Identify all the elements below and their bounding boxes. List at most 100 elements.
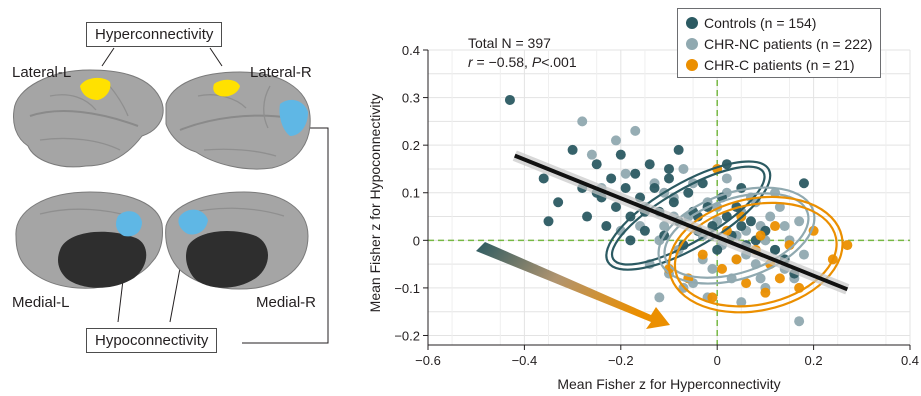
y-tick-label-3: 0.1 — [402, 186, 420, 201]
label-lateral-r: Lateral-R — [250, 64, 312, 81]
point-series-2-8 — [741, 278, 752, 289]
point-series-0-6 — [582, 211, 593, 222]
brain-lateral-right — [165, 71, 311, 170]
point-series-0-0 — [504, 94, 515, 105]
hyper-region-lateral-right — [213, 79, 240, 97]
point-series-0-10 — [606, 173, 617, 184]
legend-item-controls: Controls (n = 154) — [686, 12, 872, 33]
point-series-2-6 — [731, 254, 742, 265]
annotation-p-symbol: P — [532, 54, 542, 70]
ellipse-series-2-1 — [667, 195, 844, 314]
brain-lateral-left — [13, 69, 164, 168]
medial-wall-right — [186, 231, 268, 288]
legend-item-chr-nc: CHR-NC patients (n = 222) — [686, 33, 872, 54]
legend-swatch-chr-c — [686, 58, 698, 71]
point-series-1-56 — [755, 273, 766, 284]
point-series-2-2 — [707, 292, 718, 303]
hyperconnectivity-callout: Hyperconnectivity — [86, 22, 223, 47]
ellipse-series-2-0 — [673, 201, 838, 308]
x-axis-label: Mean Fisher z for Hyperconnectivity — [557, 376, 780, 392]
legend-label-controls: Controls (n = 154) — [704, 14, 817, 31]
point-series-0-37 — [736, 221, 747, 232]
annotation-total-n: Total N = 397 — [468, 35, 551, 51]
point-series-0-4 — [567, 144, 578, 155]
point-series-1-4 — [620, 168, 631, 179]
point-series-0-2 — [553, 197, 564, 208]
label-medial-r: Medial-R — [256, 294, 317, 311]
point-series-1-14 — [678, 163, 689, 174]
point-series-1-52 — [779, 221, 790, 232]
point-series-1-3 — [610, 135, 621, 146]
point-series-0-51 — [664, 163, 674, 174]
annotation-r-value: = −0.58, — [473, 54, 532, 70]
point-series-0-18 — [644, 159, 655, 170]
point-series-0-39 — [745, 216, 756, 227]
legend-label-chr-c: CHR-C patients (n = 21) — [704, 56, 855, 73]
connector-hypo-bracket — [242, 127, 329, 344]
annotation-correlation: r = −0.58, P<.001 — [468, 54, 577, 70]
trend-arrow — [476, 242, 670, 329]
hypo-region-medial-left — [116, 211, 142, 237]
y-tick-label-5: 0.3 — [402, 91, 420, 106]
legend-item-chr-c: CHR-C patients (n = 21) — [686, 54, 872, 75]
x-tick-label-2: −0.2 — [608, 353, 634, 368]
y-tick-label-1: −0.1 — [394, 281, 420, 296]
connector-hyper-left — [101, 47, 115, 67]
y-tick-label-4: 0.2 — [402, 138, 420, 153]
legend-swatch-chr-nc — [686, 37, 698, 50]
point-series-0-9 — [601, 221, 612, 232]
x-tick-label-3: 0 — [714, 353, 721, 368]
point-series-2-14 — [774, 273, 785, 284]
x-tick-label-5: 0.4 — [901, 353, 919, 368]
point-series-0-47 — [673, 144, 684, 155]
legend-swatch-controls — [686, 16, 698, 29]
y-axis-label: Mean Fisher z for Hypoconnectivity — [367, 94, 383, 313]
point-series-2-4 — [717, 263, 728, 274]
point-series-2-1 — [697, 249, 708, 260]
point-series-0-50 — [625, 235, 636, 246]
point-series-1-5 — [630, 125, 641, 136]
point-series-0-1 — [538, 173, 549, 184]
point-series-0-15 — [630, 168, 641, 179]
point-series-2-11 — [760, 287, 771, 298]
point-series-0-12 — [615, 149, 626, 160]
hyper-region-lateral-left — [80, 77, 111, 100]
brain-panel — [13, 47, 329, 344]
point-series-1-39 — [794, 216, 805, 227]
point-series-1-38 — [794, 316, 805, 327]
point-series-0-17 — [639, 225, 650, 236]
point-series-1-45 — [736, 297, 747, 308]
point-series-1-1 — [586, 149, 597, 160]
label-medial-l: Medial-L — [12, 294, 70, 311]
point-series-0-11 — [610, 202, 621, 213]
y-tick-label-2: 0 — [413, 233, 420, 248]
hypoconnectivity-callout: Hypoconnectivity — [86, 328, 218, 353]
ellipse-series-0-1 — [605, 160, 772, 271]
point-series-1-58 — [798, 249, 809, 260]
point-series-2-19 — [842, 240, 853, 251]
point-series-0-7 — [591, 159, 602, 170]
y-tick-label-6: 0.4 — [402, 43, 420, 58]
legend-label-chr-nc: CHR-NC patients (n = 222) — [704, 35, 873, 52]
hypo-region-lateral-right — [279, 99, 308, 136]
ellipse-series-0-0 — [610, 165, 766, 266]
point-series-2-10 — [755, 230, 766, 241]
point-series-0-19 — [649, 182, 660, 193]
point-series-1-34 — [774, 202, 785, 213]
point-series-1-42 — [721, 173, 732, 184]
point-series-0-23 — [668, 197, 679, 208]
annotation-r-symbol: r — [468, 54, 474, 70]
label-lateral-l: Lateral-L — [12, 64, 72, 81]
point-series-0-22 — [664, 173, 674, 184]
point-series-0-26 — [683, 187, 694, 198]
x-tick-label-4: 0.2 — [805, 353, 823, 368]
ellipse-series-1-0 — [663, 192, 810, 279]
point-series-0-32 — [712, 244, 723, 255]
connector-hyper-right — [209, 47, 223, 67]
point-series-1-0 — [577, 116, 588, 127]
brain-medial-right — [165, 191, 309, 290]
point-series-0-45 — [798, 178, 809, 189]
point-series-1-32 — [765, 211, 776, 222]
